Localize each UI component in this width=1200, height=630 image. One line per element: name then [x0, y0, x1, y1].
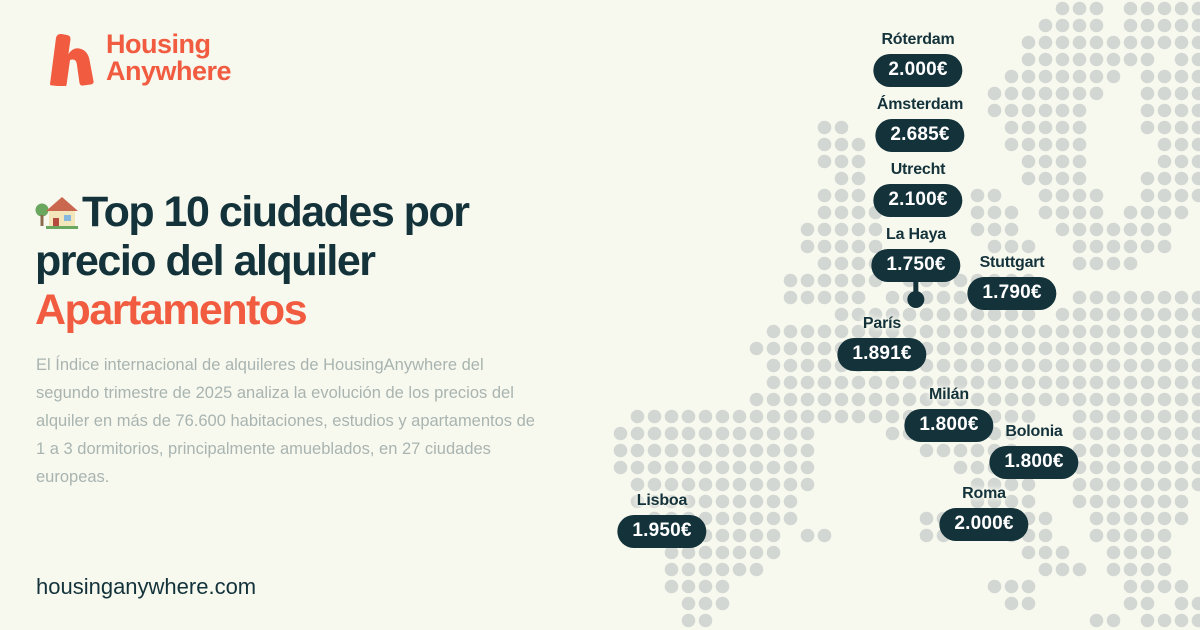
city-label: Roma [962, 485, 1006, 502]
city-marker: Ámsterdam 2.685€ [875, 96, 965, 152]
price-badge: 1.891€ [837, 338, 927, 371]
price-badge: 1.950€ [617, 515, 707, 548]
city-label: Milán [929, 386, 969, 403]
price-badge: 1.800€ [989, 446, 1079, 479]
description-text: El Índice internacional de alquileres de… [36, 356, 535, 486]
title-line2: precio del alquiler [35, 237, 376, 285]
city-marker: Milán 1.800€ [904, 386, 994, 442]
logo-line1: Housing [106, 29, 211, 59]
price-badge: 2.000€ [939, 508, 1029, 541]
logo-line2: Anywhere [106, 56, 232, 86]
pointer-stem [913, 282, 919, 294]
page-title: Top 10 ciudades por precio del alquiler … [35, 188, 470, 335]
city-label: Stuttgart [979, 254, 1045, 271]
pointer-dot [907, 291, 925, 308]
city-marker: Bolonia 1.800€ [989, 423, 1079, 479]
price-badge: 2.685€ [875, 119, 965, 152]
title-line1: Top 10 ciudades por [82, 188, 470, 236]
logo-wordmark: Housing Anywhere [106, 29, 232, 86]
city-marker: Róterdam 2.000€ [873, 31, 963, 87]
city-marker: Lisboa 1.950€ [617, 492, 707, 548]
title-highlight: Apartamentos [35, 286, 308, 334]
city-label: Utrecht [890, 161, 946, 178]
city-label: Róterdam [881, 31, 955, 48]
price-badge: 1.750€ [871, 249, 961, 282]
city-marker: París 1.891€ [837, 315, 927, 371]
housinganywhere-h-icon [49, 33, 94, 86]
footer-url: housinganywhere.com [36, 574, 257, 599]
city-marker: Utrecht 2.100€ [873, 161, 963, 217]
price-badge: 1.790€ [967, 277, 1057, 310]
price-badge: 2.100€ [873, 184, 963, 217]
price-badge: 1.800€ [904, 409, 994, 442]
city-label: París [862, 315, 902, 332]
city-label: La Haya [886, 226, 946, 243]
city-marker: La Haya 1.750€ [871, 226, 961, 308]
logo: Housing Anywhere [38, 29, 232, 86]
city-label: Bolonia [1005, 423, 1063, 440]
city-label: Ámsterdam [876, 96, 964, 113]
city-label: Lisboa [636, 492, 688, 509]
city-marker: Stuttgart 1.790€ [967, 254, 1057, 310]
city-marker: Roma 2.000€ [939, 485, 1029, 541]
house-with-garden-icon [35, 197, 78, 229]
price-badge: 2.000€ [873, 54, 963, 87]
